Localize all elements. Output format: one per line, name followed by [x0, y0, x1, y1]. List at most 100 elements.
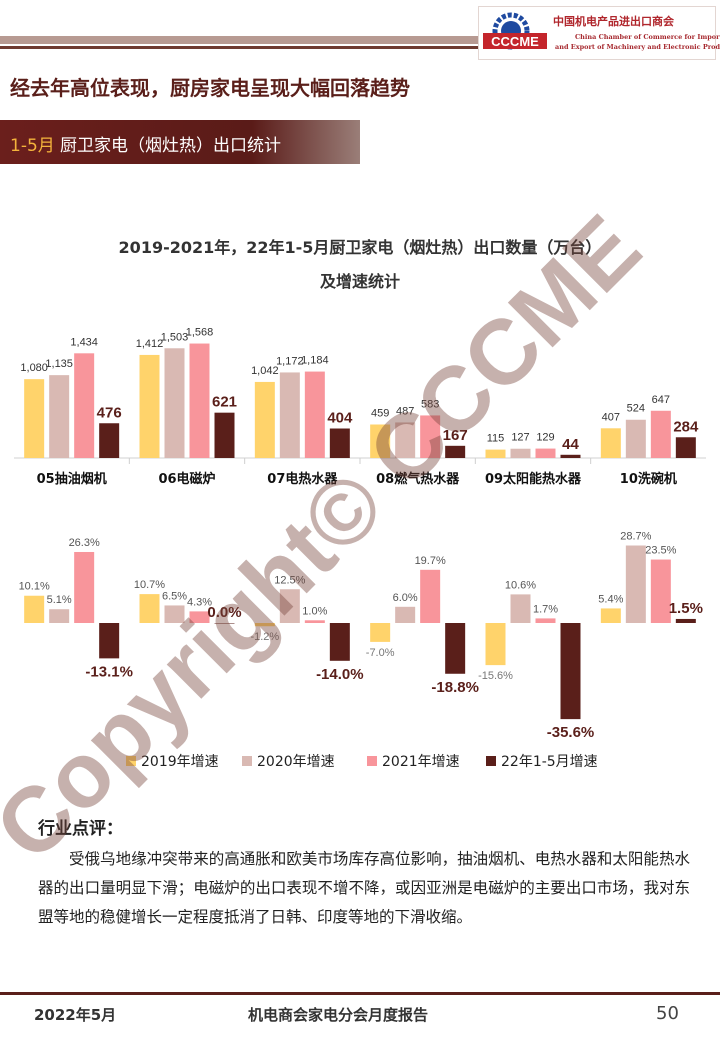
- legend-swatch: [242, 756, 252, 766]
- growth-bar: [485, 623, 506, 666]
- category-label: 09太阳能热水器: [485, 471, 582, 487]
- growth-bar: [420, 569, 441, 623]
- quantity-bar: [74, 353, 95, 458]
- growth-bar: [625, 545, 646, 623]
- growth-data-label: 1.7%: [533, 603, 558, 615]
- growth-data-label: 19.7%: [415, 555, 446, 567]
- growth-data-label: 23.5%: [645, 545, 676, 557]
- growth-bar: [600, 608, 621, 623]
- quantity-bar: [420, 415, 441, 458]
- quantity-data-label: 1,042: [251, 365, 279, 377]
- quantity-bar: [675, 437, 696, 458]
- growth-data-label: -7.0%: [366, 647, 395, 659]
- growth-bar: [99, 623, 120, 659]
- growth-bar: [304, 620, 325, 623]
- quantity-bar: [49, 375, 70, 458]
- cccme-logo-icon: CCCME: [483, 12, 547, 50]
- legend-label: 22年1-5月增速: [501, 754, 598, 770]
- chart-title: 2019-2021年，22年1-5月厨卫家电（烟灶热）出口数量（万台）: [118, 238, 602, 257]
- section-title-bar: 1-5月 厨卫家电（烟灶热）出口统计: [0, 120, 360, 164]
- growth-data-label: -1.2%: [250, 631, 279, 643]
- quantity-bar: [99, 423, 120, 458]
- category-label: 07电热水器: [267, 471, 338, 487]
- quantity-data-label: 1,434: [70, 336, 98, 348]
- growth-data-label: -15.6%: [478, 670, 513, 682]
- quantity-data-label: 1,172: [276, 355, 304, 367]
- growth-data-label: 28.7%: [620, 531, 651, 543]
- quantity-bar: [625, 419, 646, 458]
- comment-heading: 行业点评：: [38, 819, 123, 839]
- growth-bar: [675, 618, 696, 623]
- growth-bar: [279, 589, 300, 623]
- quantity-bar: [254, 381, 275, 458]
- growth-data-label: 10.1%: [19, 581, 50, 593]
- growth-bar: [370, 623, 391, 642]
- quantity-data-label: 621: [212, 394, 237, 411]
- quantity-bar: [139, 354, 160, 458]
- quantity-data-label: 1,568: [186, 327, 214, 339]
- quantity-data-label: 407: [602, 411, 620, 423]
- growth-data-label: -13.1%: [85, 663, 133, 680]
- legend-swatch: [367, 756, 377, 766]
- quantity-bar: [510, 448, 531, 458]
- quantity-data-label: 476: [97, 404, 122, 421]
- quantity-data-label: 1,184: [301, 355, 329, 367]
- quantity-data-label: 487: [396, 405, 414, 417]
- growth-data-label: 6.5%: [162, 590, 187, 602]
- section-title-text: 厨卫家电（烟灶热）出口统计: [60, 136, 281, 156]
- growth-data-label: -14.0%: [316, 666, 364, 683]
- quantity-bar: [214, 412, 235, 458]
- org-logo: CCCME 中国机电产品进出口商会 China Chamber of Comme…: [478, 6, 720, 60]
- quantity-bar: [304, 371, 325, 458]
- category-label: 05抽油烟机: [37, 471, 107, 487]
- org-name-en-2: and Export of Machinery and Electronic P…: [555, 43, 720, 51]
- quantity-data-label: 1,503: [161, 331, 189, 343]
- growth-data-label: 5.1%: [47, 594, 72, 606]
- quantity-data-label: 1,412: [136, 338, 164, 350]
- quantity-data-label: 459: [371, 407, 389, 419]
- quantity-data-label: 284: [673, 418, 699, 435]
- legend-swatch: [126, 756, 136, 766]
- quantity-bar: [395, 422, 416, 458]
- org-name-cn: 中国机电产品进出口商会: [553, 15, 674, 28]
- legend-swatch: [486, 756, 496, 766]
- growth-data-label: -35.6%: [547, 724, 595, 741]
- growth-bar: [189, 611, 210, 623]
- quantity-bar: [329, 428, 350, 458]
- page-headline: 经去年高位表现，厨房家电呈现大幅回落趋势: [10, 76, 410, 100]
- quantity-data-label: 583: [421, 398, 439, 410]
- growth-bar: [49, 609, 70, 623]
- quantity-bar: [445, 445, 466, 458]
- legend-label: 2019年增速: [141, 754, 219, 770]
- growth-bar: [650, 559, 671, 623]
- quantity-bar: [535, 448, 556, 458]
- growth-bar: [445, 623, 466, 674]
- logo-text: CCCME: [491, 34, 539, 49]
- quantity-bar: [600, 428, 621, 458]
- quantity-bar: [164, 348, 185, 458]
- growth-data-label: 1.5%: [669, 600, 703, 617]
- growth-bar: [329, 623, 350, 661]
- legend-label: 2020年增速: [257, 754, 335, 770]
- quantity-bar: [279, 372, 300, 458]
- quantity-bar: [24, 379, 45, 458]
- growth-data-label: -18.8%: [431, 679, 479, 696]
- quantity-data-label: 524: [627, 403, 645, 415]
- growth-bar: [560, 623, 581, 720]
- growth-data-label: 1.0%: [302, 605, 327, 617]
- legend-label: 2021年增速: [382, 754, 460, 770]
- category-label: 10洗碗机: [620, 471, 677, 487]
- quantity-data-label: 1,135: [45, 358, 73, 370]
- growth-bar: [24, 595, 45, 623]
- org-name-en-1: China Chamber of Commerce for Import: [575, 33, 720, 41]
- growth-data-label: 10.6%: [505, 579, 536, 591]
- quantity-bar: [189, 343, 210, 458]
- page-number: 50: [656, 1003, 679, 1024]
- growth-data-label: 4.3%: [187, 596, 212, 608]
- quantity-data-label: 127: [511, 432, 529, 444]
- comment-body: 受俄乌地缘冲突带来的高通胀和欧美市场库存高位影响，抽油烟机、电热水器和太阳能热水…: [38, 850, 690, 926]
- section-title-period: 1-5月: [10, 136, 55, 156]
- quantity-bar: [560, 454, 581, 458]
- quantity-data-label: 115: [487, 433, 505, 445]
